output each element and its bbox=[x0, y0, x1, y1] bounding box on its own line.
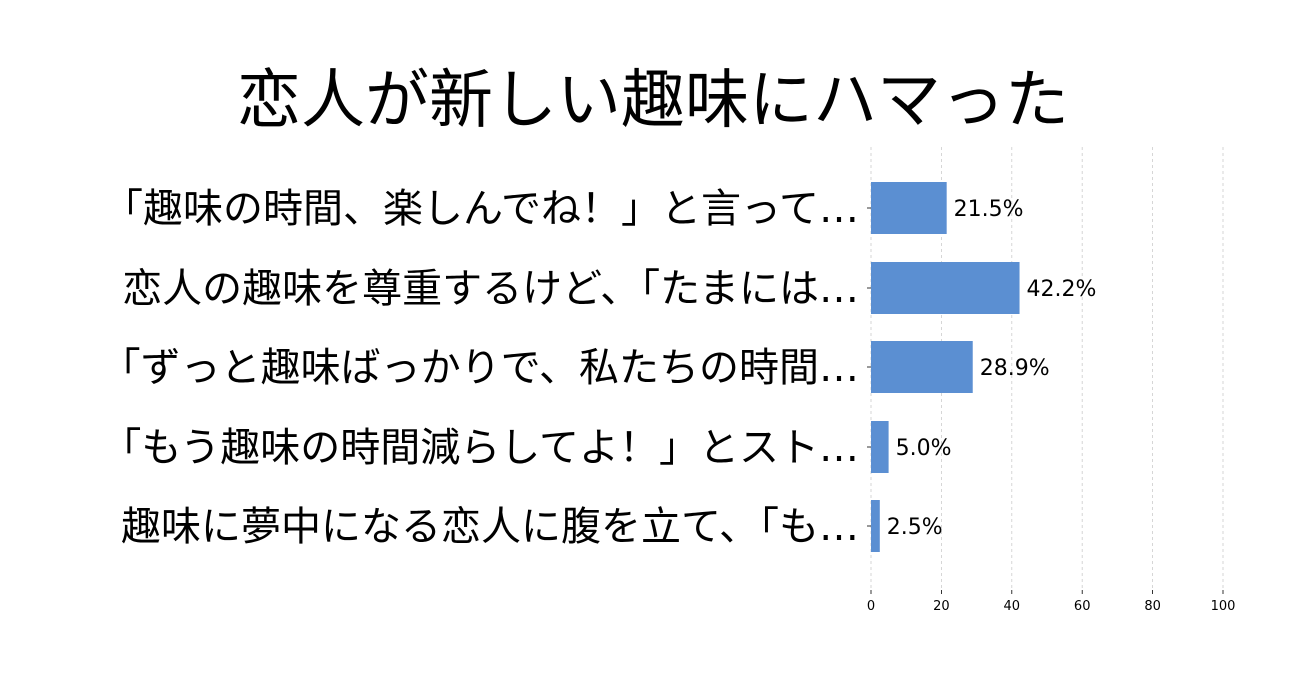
data-label: 42.2% bbox=[1027, 277, 1097, 302]
bars: 21.5% 42.2% 28.9% 5.0% 2.5% bbox=[871, 182, 1096, 552]
category-label: 「もう趣味の時間減らしてよ！」とスト… bbox=[101, 425, 859, 471]
x-tick-label: 100 bbox=[1211, 599, 1236, 614]
category-label: 趣味に夢中になる恋人に腹を立て、「も… bbox=[121, 504, 859, 550]
bar bbox=[871, 182, 947, 234]
x-axis: 0 20 40 60 80 100 bbox=[867, 590, 1236, 614]
data-label: 5.0% bbox=[896, 436, 952, 461]
data-label: 21.5% bbox=[954, 197, 1024, 222]
bar bbox=[871, 500, 880, 552]
category-label: 「趣味の時間、楽しんでね！」と言って… bbox=[103, 186, 859, 232]
x-tick-label: 40 bbox=[1004, 599, 1021, 614]
x-tick-label: 60 bbox=[1074, 599, 1091, 614]
category-label: 「ずっと趣味ばっかりで、私たちの時間… bbox=[101, 345, 859, 391]
category-label: 恋人の趣味を尊重するけど、「たまには… bbox=[122, 266, 859, 312]
x-tick-label: 0 bbox=[867, 599, 875, 614]
data-label: 28.9% bbox=[980, 356, 1050, 381]
x-tick-label: 80 bbox=[1144, 599, 1161, 614]
data-label: 2.5% bbox=[887, 515, 943, 540]
bar bbox=[871, 262, 1020, 314]
category-labels: 「趣味の時間、楽しんでね！」と言って… 恋人の趣味を尊重するけど、「たまには… 「ず… bbox=[101, 186, 871, 550]
bar bbox=[871, 341, 973, 393]
x-tick-label: 20 bbox=[933, 599, 950, 614]
bar bbox=[871, 421, 889, 473]
chart-title: 恋人が新しい趣味にハマった bbox=[237, 64, 1069, 138]
